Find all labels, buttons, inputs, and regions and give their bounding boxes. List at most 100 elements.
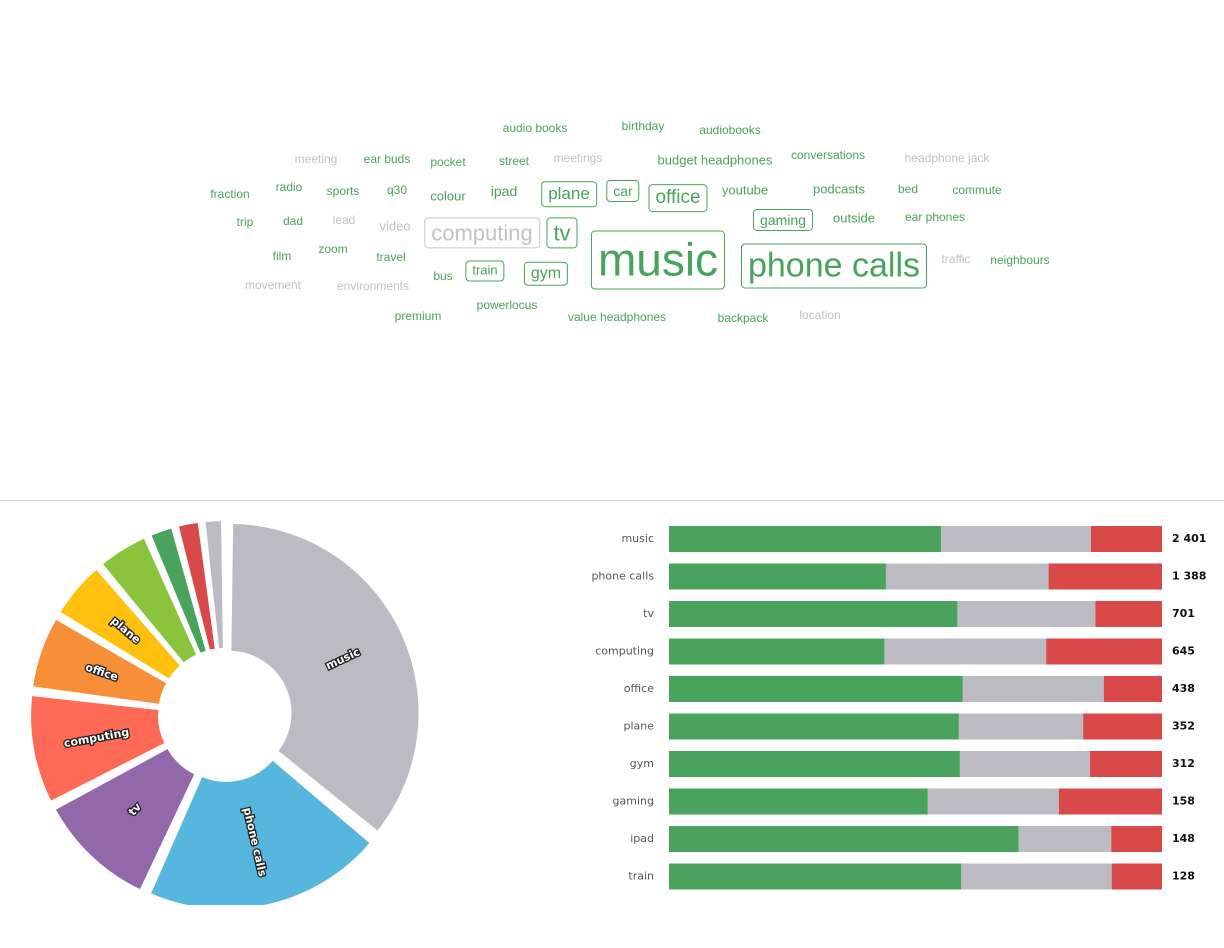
bar-segment[interactable]	[1058, 788, 1162, 815]
bar-segment[interactable]	[669, 601, 958, 627]
pie-slice[interactable]	[29, 693, 168, 804]
word-cloud-term[interactable]: pocket	[430, 155, 466, 170]
word-cloud-term[interactable]: gaming	[753, 208, 813, 232]
word-cloud-term[interactable]: q30	[386, 183, 408, 198]
bar-segment[interactable]	[669, 563, 886, 590]
word-cloud-term[interactable]: bed	[897, 182, 919, 197]
word-cloud-term[interactable]: audio books	[502, 121, 568, 136]
word-cloud-term[interactable]: phone calls	[740, 243, 928, 289]
word-cloud-term[interactable]: train	[465, 260, 505, 282]
pie-slice[interactable]	[100, 536, 199, 666]
word-cloud-term[interactable]: outside	[833, 210, 875, 226]
word-cloud-term[interactable]: ipad	[490, 182, 518, 199]
pie-slice[interactable]	[148, 526, 209, 656]
bar-segment[interactable]	[1018, 826, 1112, 852]
total-label: 148	[1172, 832, 1195, 845]
word-cloud-term[interactable]: zoom	[318, 242, 348, 257]
word-cloud-term[interactable]: plane	[541, 181, 597, 207]
word-cloud-term[interactable]: podcasts	[812, 181, 866, 197]
total-label: 701	[1172, 607, 1195, 620]
word-cloud-term[interactable]: backpack	[717, 311, 769, 326]
word-cloud-term[interactable]: neighbours	[990, 253, 1050, 268]
word-cloud-term[interactable]: lead	[332, 213, 356, 228]
bar-segment[interactable]	[927, 788, 1059, 815]
word-cloud-term[interactable]: video	[379, 218, 411, 234]
word-cloud-term[interactable]: sports	[326, 184, 360, 199]
word-cloud-term[interactable]: headphone jack	[904, 151, 990, 166]
bar-segment[interactable]	[669, 526, 942, 552]
word-cloud-term[interactable]: meetings	[553, 151, 603, 166]
bar-segment[interactable]	[958, 713, 1084, 740]
word-cloud-term[interactable]: tv	[546, 217, 578, 249]
word-cloud-term[interactable]: trip	[236, 215, 254, 230]
bar-segment[interactable]	[957, 601, 1096, 627]
word-cloud-term[interactable]: environments	[336, 279, 410, 294]
word-cloud-term[interactable]: office	[648, 184, 708, 212]
bar-segment[interactable]	[669, 676, 963, 702]
word-cloud-term[interactable]: youtube	[721, 182, 769, 198]
category-label: music	[621, 532, 654, 545]
bar-segment[interactable]	[941, 526, 1092, 552]
bar-segment[interactable]	[1103, 676, 1162, 702]
bar-segment[interactable]	[959, 751, 1091, 777]
bar-segment[interactable]	[962, 676, 1104, 702]
word-cloud-term[interactable]: traffic	[941, 252, 971, 267]
total-label: 158	[1172, 795, 1195, 808]
bar-segment[interactable]	[884, 638, 1047, 665]
bar-segment[interactable]	[669, 788, 928, 815]
word-cloud-term[interactable]: powerlocus	[476, 298, 538, 313]
word-cloud-term[interactable]: film	[272, 249, 292, 264]
pie-slice[interactable]	[203, 519, 225, 651]
bar-segment[interactable]	[1095, 601, 1162, 627]
category-label: computing	[595, 645, 654, 658]
word-cloud-term[interactable]: radio	[275, 180, 303, 195]
bar-segment[interactable]	[669, 826, 1019, 852]
word-cloud-term[interactable]: meeting	[294, 152, 338, 167]
word-cloud-term[interactable]: ear buds	[363, 152, 411, 167]
pie-slice[interactable]	[57, 567, 183, 682]
bar-segment[interactable]	[1091, 526, 1162, 552]
word-cloud-term[interactable]: location	[799, 308, 841, 323]
word-cloud-term[interactable]: bus	[433, 269, 453, 284]
word-cloud-term[interactable]: music	[590, 230, 726, 290]
word-cloud-term[interactable]: street	[498, 154, 530, 169]
bar-segment[interactable]	[669, 638, 885, 665]
bar-segment[interactable]	[1111, 826, 1162, 852]
word-cloud-term[interactable]: commute	[952, 183, 1002, 198]
word-cloud-term[interactable]: birthday	[621, 119, 665, 134]
total-label: 2 401	[1172, 532, 1206, 545]
pie-slice[interactable]	[53, 746, 197, 892]
word-cloud-term[interactable]: value headphones	[567, 310, 667, 325]
bar-segment[interactable]	[885, 563, 1049, 590]
pie-slice[interactable]	[229, 521, 421, 834]
category-label: phone calls	[591, 570, 654, 583]
bar-segment[interactable]	[1111, 863, 1162, 890]
word-cloud-term[interactable]: dad	[282, 214, 304, 229]
pie-slice[interactable]	[148, 757, 373, 905]
word-cloud-term[interactable]: premium	[394, 309, 442, 324]
word-cloud-term[interactable]: colour	[430, 188, 466, 204]
bar-segment[interactable]	[669, 751, 960, 777]
category-label: gaming	[613, 795, 654, 808]
word-cloud-term[interactable]: ear phones	[904, 210, 966, 225]
word-cloud-term[interactable]: conversations	[790, 148, 866, 163]
bar-segment[interactable]	[669, 713, 959, 740]
pie-slice[interactable]	[30, 617, 169, 707]
word-cloud-term[interactable]: travel	[376, 250, 406, 265]
word-cloud-term[interactable]: computing	[424, 217, 540, 249]
bar-segment[interactable]	[1046, 638, 1162, 665]
bar-segment[interactable]	[1090, 751, 1162, 777]
pie-slice[interactable]	[176, 520, 217, 653]
total-label: 438	[1172, 682, 1195, 695]
bar-segment[interactable]	[1083, 713, 1162, 740]
word-cloud-term[interactable]: audiobooks	[699, 123, 761, 138]
word-cloud-term[interactable]: movement	[244, 278, 302, 293]
word-cloud-term[interactable]: fraction	[210, 187, 250, 202]
bar-segment[interactable]	[961, 863, 1112, 890]
bar-segment[interactable]	[669, 863, 962, 890]
word-cloud-term[interactable]: car	[606, 179, 640, 203]
word-cloud-term[interactable]: budget headphones	[657, 152, 773, 168]
bar-segment[interactable]	[1048, 563, 1162, 590]
word-cloud-term[interactable]: gym	[523, 261, 569, 287]
